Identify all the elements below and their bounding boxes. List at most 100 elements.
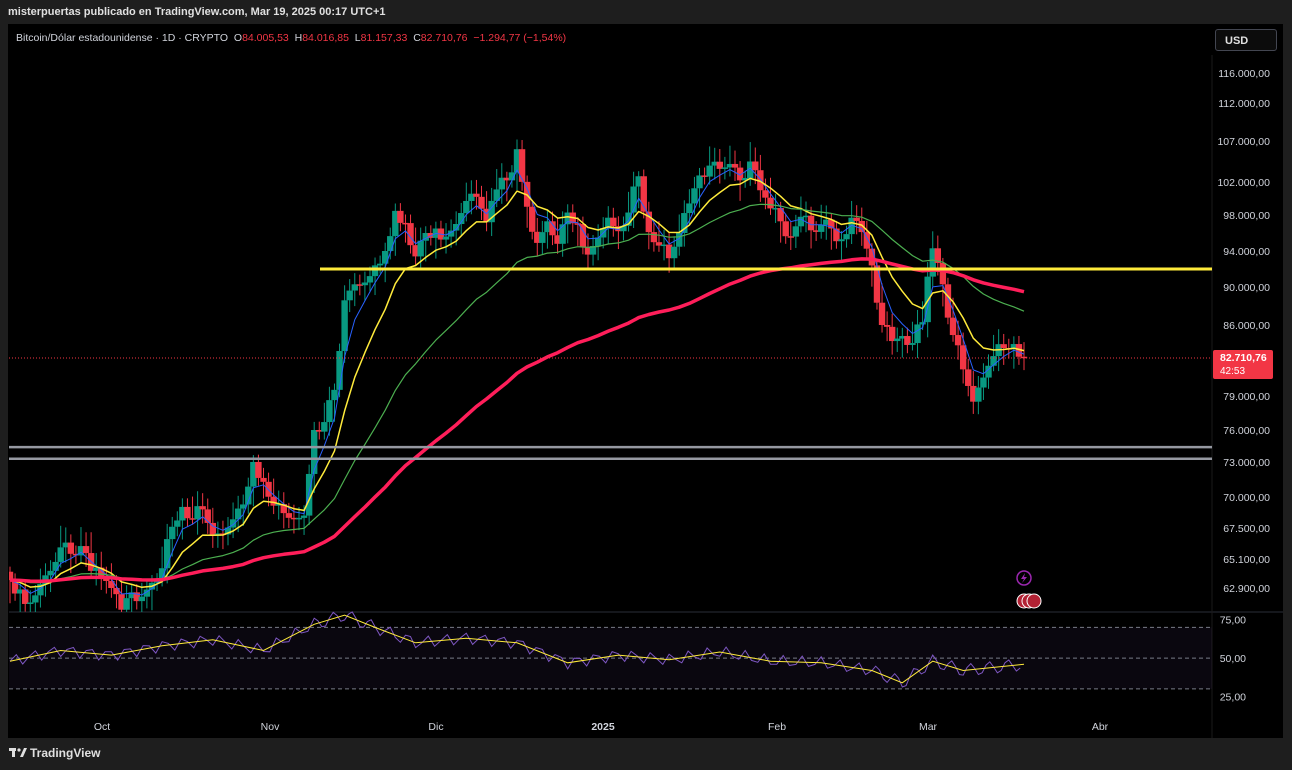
candle-body	[311, 430, 318, 474]
high-value: 84.016,85	[302, 32, 349, 44]
candle-body	[498, 177, 505, 190]
candle-body	[934, 248, 942, 263]
candle-body	[990, 356, 997, 366]
candle-body	[458, 213, 465, 224]
candle-body	[721, 167, 729, 169]
tradingview-logo[interactable]: TradingView	[9, 746, 100, 760]
candle-body	[716, 161, 723, 169]
candle-body	[174, 520, 181, 527]
candle-body	[92, 567, 100, 571]
candle-body	[402, 222, 409, 225]
candle-body	[772, 208, 779, 210]
candle-body	[767, 197, 774, 209]
close-key: C	[413, 32, 421, 44]
candle-body	[133, 592, 140, 602]
candle-body	[326, 400, 333, 423]
candle-body	[22, 589, 29, 604]
candle-body	[554, 235, 561, 244]
candle-body	[660, 244, 668, 247]
ema-mid-line	[9, 177, 1025, 589]
candle-body	[625, 212, 632, 226]
candle-body	[807, 215, 815, 231]
candle-body	[397, 210, 404, 223]
candle-body	[899, 336, 906, 339]
candle-body	[229, 519, 237, 528]
candle-body	[696, 175, 703, 189]
high-key: H	[294, 32, 303, 44]
candle-body	[412, 245, 419, 257]
candle-body	[376, 263, 384, 266]
candle-body	[442, 236, 450, 240]
candle-body	[610, 217, 617, 227]
candle-body	[833, 228, 840, 242]
brand-name: TradingView	[30, 746, 101, 760]
open-value: 84.005,53	[242, 32, 289, 44]
candle-body	[381, 251, 389, 264]
candle-body	[336, 351, 343, 390]
candle-body	[240, 504, 247, 509]
candle-body	[346, 290, 353, 301]
publish-info: misterpuertas publicado en TradingView.c…	[8, 6, 386, 18]
y-tick-label: 70.000,00	[1223, 492, 1270, 504]
lightning-glyph	[1021, 573, 1027, 583]
candle-body	[878, 302, 886, 325]
candle-body	[169, 526, 176, 540]
candle-body	[351, 284, 358, 291]
candle-body	[245, 486, 252, 505]
candle-body	[670, 246, 678, 259]
y-tick-label: 73.000,00	[1223, 457, 1270, 469]
bar-countdown: 42:53	[1220, 366, 1246, 377]
candle-body	[939, 262, 947, 285]
y-tick-label: 112.000,00	[1218, 98, 1270, 110]
candle-body	[52, 561, 59, 571]
event-flag-icon[interactable]	[1026, 593, 1042, 609]
candle-body	[67, 542, 75, 554]
candle-body	[224, 527, 232, 535]
candle-body	[706, 165, 713, 177]
open-key: O	[233, 32, 243, 44]
candle-body	[858, 220, 865, 233]
candle-body	[321, 422, 328, 432]
x-tick-label: Abr	[1092, 721, 1109, 733]
candle-body	[919, 322, 926, 325]
y-tick-label: 102.000,00	[1217, 177, 1270, 189]
ema-slow-line	[9, 203, 1025, 584]
candle-body	[153, 581, 161, 583]
candle-body	[199, 506, 206, 510]
candle-body	[518, 149, 526, 182]
rsi-y-tick-label: 25,00	[1220, 692, 1246, 704]
candle-body	[711, 161, 718, 166]
candle-body	[27, 602, 34, 604]
candle-body	[300, 515, 308, 518]
last-price: 82.710,76	[1220, 352, 1267, 364]
candle-body	[752, 161, 759, 171]
candle-body	[189, 518, 196, 520]
event-lightning-icon[interactable]	[1016, 570, 1032, 586]
candle-body	[579, 224, 587, 248]
chart-frame[interactable]	[8, 24, 1283, 738]
candle-body	[194, 506, 201, 520]
candle-body	[503, 177, 511, 181]
y-tick-label: 90.000,00	[1223, 282, 1270, 294]
candle-body	[407, 223, 414, 246]
candle-body	[392, 210, 399, 237]
candle-body	[812, 230, 820, 232]
candle-body	[158, 568, 166, 582]
candle-body	[544, 221, 551, 233]
candle-body	[838, 239, 845, 242]
candle-body	[387, 236, 394, 251]
candle-body	[549, 221, 556, 236]
candle-body	[295, 517, 303, 520]
candle-body	[478, 196, 485, 209]
candle-body	[762, 190, 769, 198]
candle-body	[655, 242, 663, 246]
candle-body	[62, 542, 69, 548]
candle-body	[32, 595, 39, 603]
candle-body	[270, 496, 277, 506]
candle-body	[47, 570, 54, 576]
candle-body	[970, 385, 977, 402]
currency-button[interactable]: USD	[1215, 29, 1277, 51]
candle-body	[275, 504, 282, 506]
tradingview-logo-icon	[9, 748, 27, 757]
